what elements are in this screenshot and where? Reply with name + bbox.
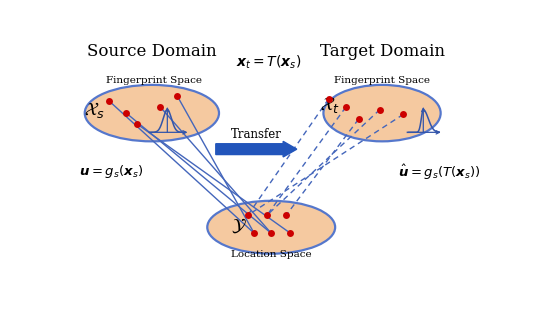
Ellipse shape — [207, 201, 335, 254]
Text: $\hat{\boldsymbol{u}}=g_s\left(T(\boldsymbol{x}_s)\right)$: $\hat{\boldsymbol{u}}=g_s\left(T(\boldsy… — [398, 163, 481, 182]
Ellipse shape — [85, 85, 219, 141]
Text: Target Domain: Target Domain — [320, 43, 444, 61]
Text: Source Domain: Source Domain — [87, 43, 217, 61]
Text: Transfer: Transfer — [231, 128, 282, 141]
Text: $\boldsymbol{x}_t=T\left(\boldsymbol{x}_s\right)$: $\boldsymbol{x}_t=T\left(\boldsymbol{x}_… — [236, 54, 302, 71]
Ellipse shape — [323, 85, 441, 141]
Text: $\mathcal{X}_s$: $\mathcal{X}_s$ — [84, 100, 105, 119]
Text: Location Space: Location Space — [231, 250, 311, 259]
Text: Fingerprint Space: Fingerprint Space — [334, 76, 430, 85]
Text: $\boldsymbol{u}=g_s\left(\boldsymbol{x}_s\right)$: $\boldsymbol{u}=g_s\left(\boldsymbol{x}_… — [79, 163, 144, 180]
Text: $\mathcal{Y}$: $\mathcal{Y}$ — [232, 217, 247, 235]
FancyArrow shape — [216, 141, 297, 157]
Text: $\mathcal{X}_t$: $\mathcal{X}_t$ — [320, 95, 339, 115]
Text: Fingerprint Space: Fingerprint Space — [106, 76, 202, 85]
